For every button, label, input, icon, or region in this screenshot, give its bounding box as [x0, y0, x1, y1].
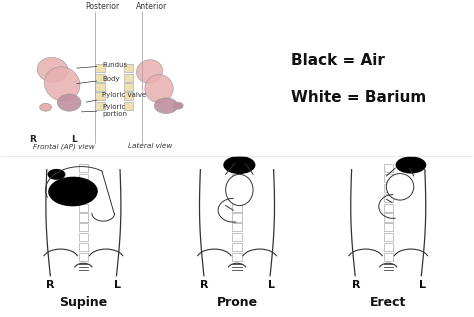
- Ellipse shape: [57, 94, 81, 111]
- Bar: [232, 194, 242, 202]
- Ellipse shape: [223, 156, 255, 174]
- Text: White = Barium: White = Barium: [292, 90, 427, 106]
- Bar: [383, 213, 393, 222]
- Bar: [95, 64, 105, 72]
- Ellipse shape: [40, 103, 52, 111]
- Ellipse shape: [173, 102, 183, 109]
- Text: L: L: [267, 280, 274, 290]
- Bar: [232, 204, 242, 212]
- Ellipse shape: [396, 156, 426, 174]
- Ellipse shape: [155, 98, 178, 113]
- Bar: [124, 102, 133, 110]
- Ellipse shape: [386, 174, 414, 200]
- Bar: [232, 164, 242, 172]
- Bar: [79, 194, 88, 202]
- Text: Erect: Erect: [370, 296, 406, 309]
- Bar: [95, 93, 105, 100]
- Bar: [383, 243, 393, 251]
- Ellipse shape: [47, 169, 65, 180]
- Text: L: L: [419, 280, 426, 290]
- Bar: [79, 164, 88, 172]
- Text: Prone: Prone: [217, 296, 257, 309]
- Bar: [232, 213, 242, 222]
- Ellipse shape: [137, 60, 163, 83]
- Text: L: L: [114, 280, 121, 290]
- Bar: [383, 223, 393, 231]
- Bar: [383, 253, 393, 261]
- Bar: [232, 233, 242, 241]
- Bar: [95, 83, 105, 91]
- Bar: [124, 74, 133, 81]
- Bar: [383, 184, 393, 192]
- Text: R: R: [46, 280, 55, 290]
- Text: Lateral view: Lateral view: [128, 144, 173, 149]
- Text: R: R: [200, 280, 208, 290]
- Bar: [383, 174, 393, 182]
- Bar: [232, 184, 242, 192]
- Bar: [383, 233, 393, 241]
- Bar: [79, 184, 88, 192]
- Text: Pyloric
portion: Pyloric portion: [82, 104, 128, 117]
- Bar: [232, 174, 242, 182]
- Bar: [383, 204, 393, 212]
- Ellipse shape: [48, 177, 98, 206]
- Bar: [95, 74, 105, 81]
- Bar: [79, 223, 88, 231]
- Bar: [79, 243, 88, 251]
- Bar: [383, 164, 393, 172]
- Bar: [124, 83, 133, 91]
- Text: Supine: Supine: [59, 296, 108, 309]
- Bar: [232, 243, 242, 251]
- Bar: [124, 64, 133, 72]
- Bar: [232, 223, 242, 231]
- Bar: [383, 194, 393, 202]
- Bar: [124, 93, 133, 100]
- Bar: [79, 174, 88, 182]
- Text: Pyloric valve: Pyloric valve: [86, 92, 146, 102]
- Text: Body: Body: [77, 76, 120, 84]
- Ellipse shape: [37, 57, 68, 82]
- Text: Black = Air: Black = Air: [292, 53, 385, 68]
- Text: L: L: [71, 135, 77, 144]
- Text: Fundus: Fundus: [77, 62, 128, 68]
- Ellipse shape: [145, 74, 173, 103]
- Ellipse shape: [45, 67, 80, 101]
- Text: R: R: [352, 280, 360, 290]
- Text: Anterior: Anterior: [137, 2, 167, 11]
- Bar: [79, 233, 88, 241]
- Bar: [232, 253, 242, 261]
- Bar: [79, 204, 88, 212]
- Text: Frontal (AP) view: Frontal (AP) view: [33, 143, 95, 150]
- Text: Posterior: Posterior: [85, 2, 119, 11]
- Bar: [79, 213, 88, 222]
- Bar: [95, 102, 105, 110]
- Ellipse shape: [226, 174, 253, 205]
- Text: R: R: [29, 135, 36, 144]
- Bar: [79, 253, 88, 261]
